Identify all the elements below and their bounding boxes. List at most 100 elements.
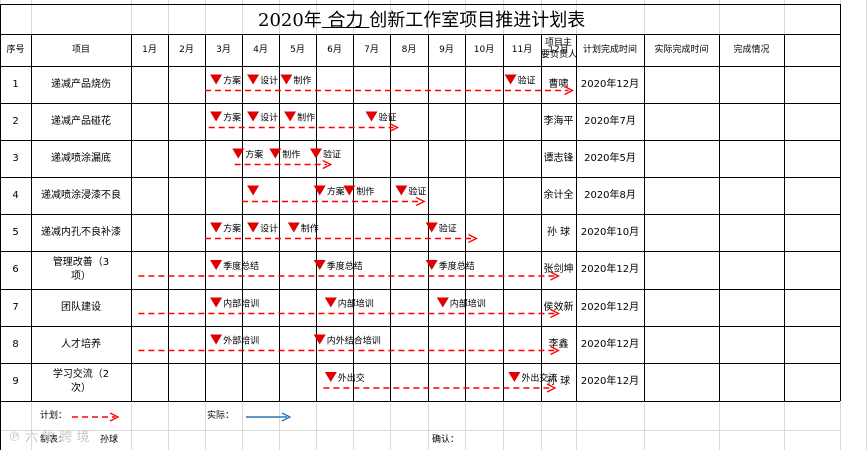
sheet-title: 2020年 合力 创新工作室项目推进计划表	[258, 12, 585, 30]
column-border	[784, 34, 785, 401]
header-month-8: 8月	[401, 45, 417, 55]
row-item: 递减喷涂漏底	[51, 152, 111, 164]
right-border	[840, 4, 841, 401]
header-owner-line2: 要负责人	[541, 50, 578, 60]
header-top-border	[0, 34, 840, 35]
header-month-7: 7月	[364, 45, 379, 55]
milestone-marker	[210, 297, 223, 308]
row-owner: 李海平	[543, 115, 574, 127]
column-border	[390, 34, 391, 401]
column-border	[316, 34, 317, 401]
milestone-label: 制作	[301, 223, 319, 235]
plan-arrowhead	[415, 196, 426, 207]
header-month-4: 4月	[253, 45, 268, 55]
title-rest: 创新工作室项目推进计划表	[369, 10, 586, 31]
title-top-border	[0, 4, 840, 5]
row-seq: 7	[12, 301, 19, 313]
column-border	[503, 34, 504, 401]
milestone-marker	[280, 74, 293, 85]
milestone-label: 设计	[260, 223, 278, 235]
column-border	[242, 34, 243, 401]
milestone-marker	[310, 148, 322, 159]
row-owner: 余计全	[543, 189, 574, 201]
milestone-marker	[210, 74, 223, 85]
row-planned: 2020年12月	[580, 301, 640, 313]
milestone-label: 方案	[223, 223, 241, 235]
milestone-marker	[210, 334, 223, 345]
watermark-logo: ℗ 六 牧 跨 境	[8, 430, 90, 445]
milestone-label: 季度总结	[439, 260, 475, 272]
milestone-label: 验证	[439, 223, 457, 235]
row-item: 人才培养	[61, 338, 101, 350]
column-border	[279, 34, 280, 401]
row-planned: 2020年10月	[580, 226, 640, 238]
milestone-marker	[247, 222, 260, 233]
milestone-label: 内部培训	[338, 298, 374, 310]
row-seq: 8	[12, 338, 19, 350]
row-item: 递减产品烧伤	[51, 78, 111, 90]
row-owner: 谭志锋	[543, 152, 574, 164]
row-seq: 9	[12, 376, 19, 387]
row-item-line2: 次）	[71, 383, 91, 394]
row-owner: 侯效新	[543, 301, 574, 313]
column-border	[541, 34, 542, 401]
row-item: 递减喷涂浸漆不良	[41, 189, 121, 201]
row-border	[0, 363, 840, 364]
legend-actual-arrow-head	[281, 412, 292, 422]
column-border	[131, 34, 132, 401]
milestone-label: 内外结合培训	[327, 335, 381, 347]
plan-arrowhead	[550, 271, 560, 281]
milestone-marker	[395, 185, 408, 196]
column-border	[644, 34, 645, 401]
legend-actual-label: 实际：	[207, 411, 235, 421]
row-item-line1: 管理改善（3	[52, 257, 110, 268]
milestone-marker	[425, 222, 438, 233]
header-planned: 计划完成时间	[582, 45, 637, 55]
maker-name: 孙球	[100, 435, 119, 445]
milestone-marker	[508, 372, 521, 382]
milestone-marker	[247, 111, 260, 122]
row-border	[0, 251, 840, 252]
milestone-label: 方案	[223, 112, 241, 124]
milestone-marker	[313, 185, 326, 196]
milestone-marker	[247, 74, 260, 85]
header-month-3: 3月	[216, 45, 231, 55]
row-planned: 2020年12月	[580, 264, 640, 275]
column-border	[205, 34, 206, 401]
milestone-label: 验证	[323, 149, 341, 161]
milestone-marker	[210, 260, 223, 270]
milestone-marker	[343, 185, 356, 196]
plan-arrowhead	[389, 122, 400, 133]
milestone-label: 内部培训	[450, 298, 486, 310]
legend-plan-label: 计划：	[40, 411, 68, 421]
row-border	[0, 103, 840, 104]
column-border	[168, 34, 169, 401]
maker-label: 制表：	[40, 435, 68, 445]
header-status: 完成情况	[733, 45, 770, 55]
row-planned: 2020年12月	[580, 376, 640, 387]
header-owner-line1: 项目主	[544, 38, 572, 48]
milestone-label: 季度总结	[327, 260, 363, 272]
header-month-1: 1月	[142, 45, 157, 55]
header-month-5: 5月	[290, 45, 305, 55]
row-item-line1: 学习交流（2	[52, 369, 110, 380]
row-seq: 6	[12, 264, 19, 275]
row-seq: 3	[12, 152, 19, 164]
row-owner: 李鑫	[548, 338, 569, 350]
milestone-marker	[210, 222, 223, 233]
milestone-label: 方案	[245, 149, 263, 161]
row-owner: 张剑坤	[543, 264, 574, 275]
header-item: 项目	[71, 45, 90, 55]
row-planned: 2020年8月	[584, 189, 636, 201]
row-border	[0, 140, 840, 141]
footer-line	[0, 430, 840, 431]
milestone-marker	[232, 148, 245, 159]
row-seq: 5	[12, 226, 19, 238]
row-item-line2: 项）	[71, 271, 91, 282]
milestone-marker	[313, 334, 326, 345]
header-month-10: 10月	[473, 45, 495, 55]
confirm-label: 确认：	[432, 435, 460, 445]
milestone-label: 制作	[356, 186, 374, 198]
column-border	[428, 34, 429, 401]
